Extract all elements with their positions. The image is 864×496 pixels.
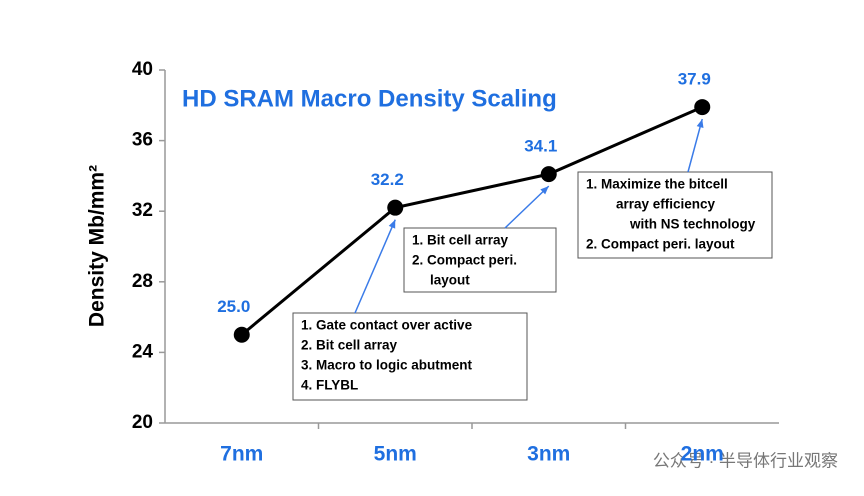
annotation-text: 2. Compact peri. xyxy=(412,253,517,268)
point xyxy=(233,326,250,343)
y-tick-label: 28 xyxy=(132,271,153,292)
series-line xyxy=(240,105,703,336)
annotation-box xyxy=(577,171,773,259)
point xyxy=(540,166,557,183)
y-tick-label: 32 xyxy=(132,200,153,221)
value-label: 32.2 xyxy=(371,170,404,189)
value-label: 34.1 xyxy=(524,137,557,156)
annotation-text: 3. Macro to logic abutment xyxy=(301,358,473,373)
annotation-arrow xyxy=(504,185,550,229)
y-tick-label: 40 xyxy=(132,59,153,80)
point xyxy=(387,199,404,216)
annotation-text: 1. Maximize the bitcell xyxy=(586,177,728,192)
y-tick-label: 36 xyxy=(132,130,153,151)
annotation-text: array efficiency xyxy=(616,197,716,212)
annotation-arrowhead xyxy=(388,219,396,229)
annotation-text: 2. Bit cell array xyxy=(301,338,398,353)
y-axis-title: Density Mb/mm² xyxy=(86,165,109,327)
x-tick-label: 5nm xyxy=(374,443,417,466)
annotation-text: 2. Compact peri. layout xyxy=(586,237,735,252)
annotation-arrowhead xyxy=(696,119,704,128)
y-tick-label: 20 xyxy=(132,412,153,433)
annotation-arrow xyxy=(354,219,396,314)
annotation-box xyxy=(403,227,557,293)
value-label: 37.9 xyxy=(678,70,711,89)
point xyxy=(694,99,711,116)
annotation-text: layout xyxy=(430,273,470,288)
annotation-arrowhead xyxy=(540,186,549,195)
watermark: 公众号 · 半导体行业观察 xyxy=(653,451,838,470)
x-tick-label: 7nm xyxy=(220,443,263,466)
y-tick-label: 24 xyxy=(132,341,154,362)
chart-title: HD SRAM Macro Density Scaling xyxy=(182,85,557,112)
annotation-text: with NS technology xyxy=(629,217,756,232)
annotation-arrow xyxy=(687,118,703,173)
annotation-box xyxy=(292,312,528,401)
x-tick-label: 3nm xyxy=(527,443,570,466)
annotation-text: 4. FLYBL xyxy=(301,378,358,393)
annotation-text: 1. Gate contact over active xyxy=(301,318,473,333)
x-tick-label: 2nm xyxy=(681,443,724,466)
annotation-text: 1. Bit cell array xyxy=(412,233,509,248)
value-label: 25.0 xyxy=(217,297,250,316)
